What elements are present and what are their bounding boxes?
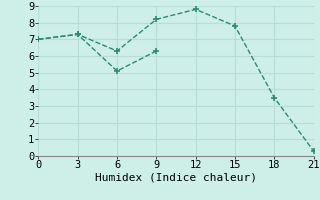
X-axis label: Humidex (Indice chaleur): Humidex (Indice chaleur)	[95, 173, 257, 183]
